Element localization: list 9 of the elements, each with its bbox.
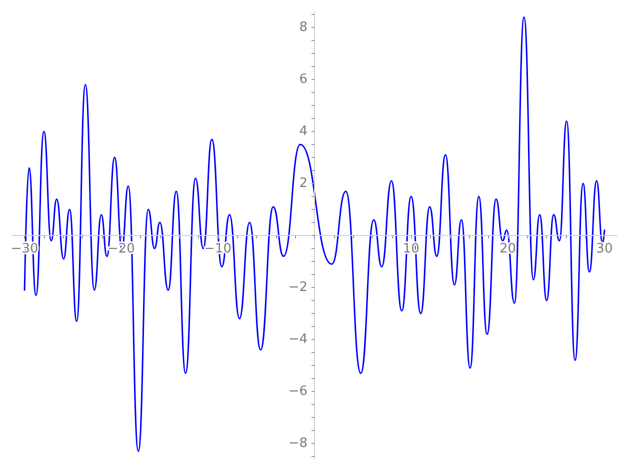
y-tick-label: 6 <box>299 72 308 88</box>
x-tick-label: 30 <box>596 242 613 256</box>
y-tick-label: −4 <box>288 332 308 347</box>
y-tick-label: −2 <box>288 280 308 295</box>
y-tick-label: −8 <box>288 436 308 451</box>
y-tick-label: −6 <box>288 384 308 399</box>
y-tick-label: 8 <box>299 20 308 36</box>
y-tick-label: 4 <box>299 124 308 140</box>
y-tick-label: 2 <box>299 176 308 192</box>
